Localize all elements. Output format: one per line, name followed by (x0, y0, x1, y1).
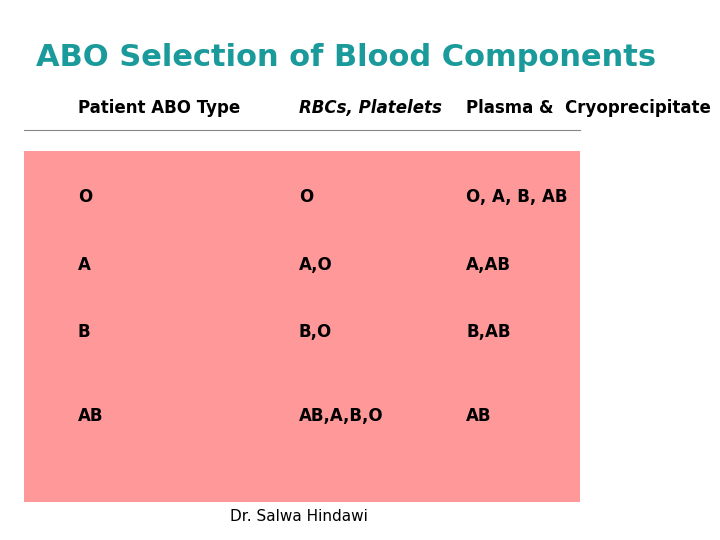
Text: O: O (299, 188, 313, 206)
Text: ABO Selection of Blood Components: ABO Selection of Blood Components (36, 43, 656, 72)
Text: B,O: B,O (299, 323, 332, 341)
Text: AB: AB (78, 407, 103, 425)
Text: O: O (78, 188, 92, 206)
Text: A: A (78, 255, 91, 274)
Text: A,O: A,O (299, 255, 333, 274)
FancyBboxPatch shape (24, 151, 580, 502)
Text: O, A, B, AB: O, A, B, AB (467, 188, 568, 206)
Text: AB: AB (467, 407, 492, 425)
Text: Dr. Salwa Hindawi: Dr. Salwa Hindawi (230, 509, 368, 524)
Text: B: B (78, 323, 90, 341)
Text: Patient ABO Type: Patient ABO Type (78, 99, 240, 117)
Text: Plasma &  Cryoprecipitate: Plasma & Cryoprecipitate (467, 99, 711, 117)
Text: A,AB: A,AB (467, 255, 511, 274)
Text: AB,A,B,O: AB,A,B,O (299, 407, 384, 425)
Text: B,AB: B,AB (467, 323, 511, 341)
Text: RBCs, Platelets: RBCs, Platelets (299, 99, 442, 117)
